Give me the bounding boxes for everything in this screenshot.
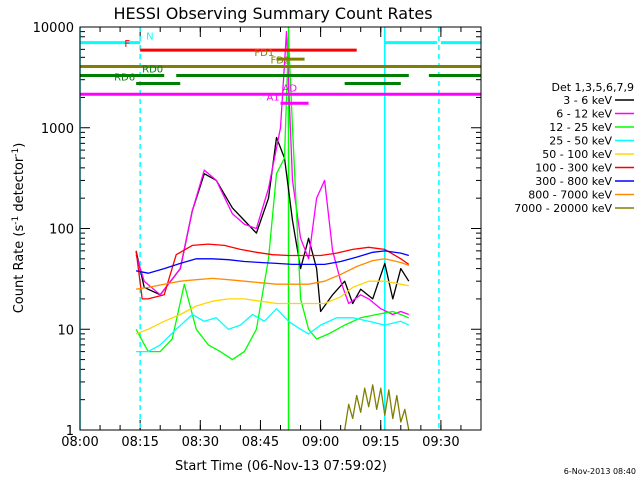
- x-axis-label: Start Time (06-Nov-13 07:59:02): [175, 459, 387, 474]
- series-layer: [135, 30, 410, 430]
- legend-entry-label: 300 - 800 keV: [535, 175, 612, 188]
- series-line: [136, 308, 410, 353]
- y-tick-label: 10: [57, 323, 74, 338]
- flag-bar-label: RD6: [114, 72, 135, 83]
- y-tick-label: 1000: [41, 122, 74, 137]
- series-line: [135, 36, 410, 361]
- series-line: [135, 30, 410, 316]
- flag-bar-label: RD0: [142, 65, 163, 76]
- flag-bar-label: AD: [283, 83, 298, 94]
- y-axis-label-main: Count Rate (s: [12, 225, 27, 314]
- y-tick-label: 100: [49, 223, 74, 238]
- x-tick-label: 08:00: [61, 435, 98, 450]
- y-axis-label: Count Rate (s-1 detector-1): [11, 143, 27, 314]
- x-tick-label: 09:30: [422, 435, 459, 450]
- y-axis-label-end: ): [12, 143, 27, 148]
- legend-title: Det 1,3,5,6,7,9: [551, 81, 634, 94]
- legend-entry-label: 6 - 12 keV: [556, 108, 612, 121]
- legend-entry-label: 3 - 6 keV: [563, 94, 612, 107]
- flag-bar-label: FD1: [254, 48, 274, 59]
- chart-title: HESSI Observing Summary Count Rates: [113, 4, 432, 23]
- tick-labels: 1 10 100 1000 10000 08:00 08:15 08:30 08:45 09:00…: [33, 21, 460, 450]
- y-axis-label-sup2: -1: [11, 148, 21, 157]
- y-axis-label-sup1: -1: [11, 216, 21, 225]
- x-tick-label: 09:15: [362, 435, 399, 450]
- legend-entry-label: 7000 - 20000 keV: [514, 202, 612, 215]
- series-line: [135, 243, 410, 300]
- series-line: [135, 250, 409, 274]
- flag-bar-label: FD2: [270, 56, 290, 67]
- series-line: [136, 258, 410, 290]
- x-tick-label: 08:30: [182, 435, 219, 450]
- flag-bar-label: A1: [266, 92, 279, 103]
- legend-entry-label: 800 - 7000 keV: [528, 189, 612, 202]
- flag-bar-label: F: [124, 39, 130, 50]
- series-line: [344, 384, 410, 430]
- y-tick-label: 1: [66, 424, 74, 439]
- y-axis-label-mid: detector: [12, 156, 27, 216]
- legend-entry-label: 50 - 100 keV: [542, 148, 612, 161]
- x-tick-label: 08:45: [242, 435, 279, 450]
- plot-frame: [79, 26, 482, 431]
- series-line: [135, 136, 410, 313]
- series-line: [135, 280, 409, 335]
- y-tick-label: 10000: [33, 21, 74, 36]
- legend-entry-label: 12 - 25 keV: [549, 121, 612, 134]
- legend-entry-label: 25 - 50 keV: [549, 135, 612, 148]
- legend-entry-label: 100 - 300 keV: [535, 162, 612, 175]
- vertical-markers: [79, 27, 440, 430]
- x-tick-label: 08:15: [121, 435, 158, 450]
- flag-bar-label: N: [146, 32, 153, 43]
- x-tick-label: 09:00: [302, 435, 339, 450]
- timestamp: 6-Nov-2013 08:40: [564, 467, 636, 476]
